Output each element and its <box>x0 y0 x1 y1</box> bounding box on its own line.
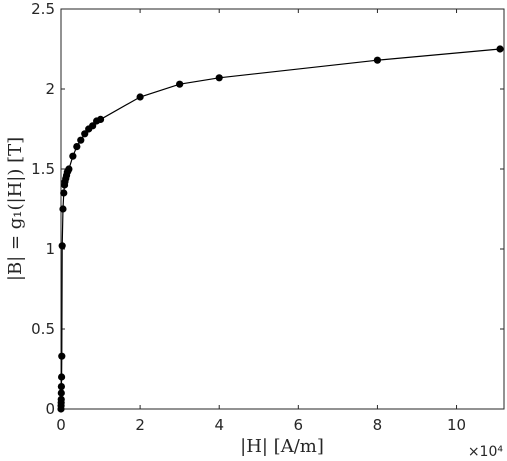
data-point <box>81 130 89 138</box>
y-axis-ticks: 0 0.5 1 1.5 2 2.5 <box>31 0 504 418</box>
data-point <box>58 352 66 360</box>
data-point <box>96 115 105 123</box>
data-point <box>73 143 81 151</box>
plot-area <box>60 8 505 410</box>
x-axis-ticks: 0 2 4 6 8 10 <box>56 9 466 434</box>
data-point <box>89 122 97 130</box>
y-tick-label: 2.5 <box>31 0 55 18</box>
x-tick-label: 0 <box>56 416 66 434</box>
data-point <box>60 189 68 197</box>
data-point <box>57 383 65 391</box>
y-tick-label: 0.5 <box>31 320 55 338</box>
x-tick-label: 10 <box>447 416 466 434</box>
x-axis-label: |H| [A/m] <box>240 436 324 457</box>
data-point <box>136 93 144 101</box>
data-point <box>69 152 77 160</box>
data-point <box>58 242 66 250</box>
data-point <box>215 74 223 82</box>
data-point <box>57 395 65 403</box>
data-point <box>496 45 504 53</box>
y-tick-label: 2 <box>45 80 55 98</box>
data-point <box>373 56 382 64</box>
data-point <box>65 165 73 173</box>
data-point <box>57 389 65 397</box>
data-point <box>77 136 85 144</box>
x-tick-label: 2 <box>135 416 145 434</box>
x-tick-label: 6 <box>294 416 304 434</box>
y-tick-label: 0 <box>45 400 55 418</box>
y-tick-label: 1.5 <box>31 160 55 178</box>
x-tick-label: 8 <box>373 416 383 434</box>
data-point <box>176 80 184 88</box>
data-point <box>59 205 67 213</box>
data-points <box>57 45 504 413</box>
y-tick-label: 1 <box>45 240 55 258</box>
x-tick-label: 4 <box>214 416 224 434</box>
x-axis-exponent-label: ×10⁴ <box>468 444 504 460</box>
y-axis-label: |B| = g₁(|H|) [T] <box>5 137 26 281</box>
data-point <box>57 373 66 381</box>
